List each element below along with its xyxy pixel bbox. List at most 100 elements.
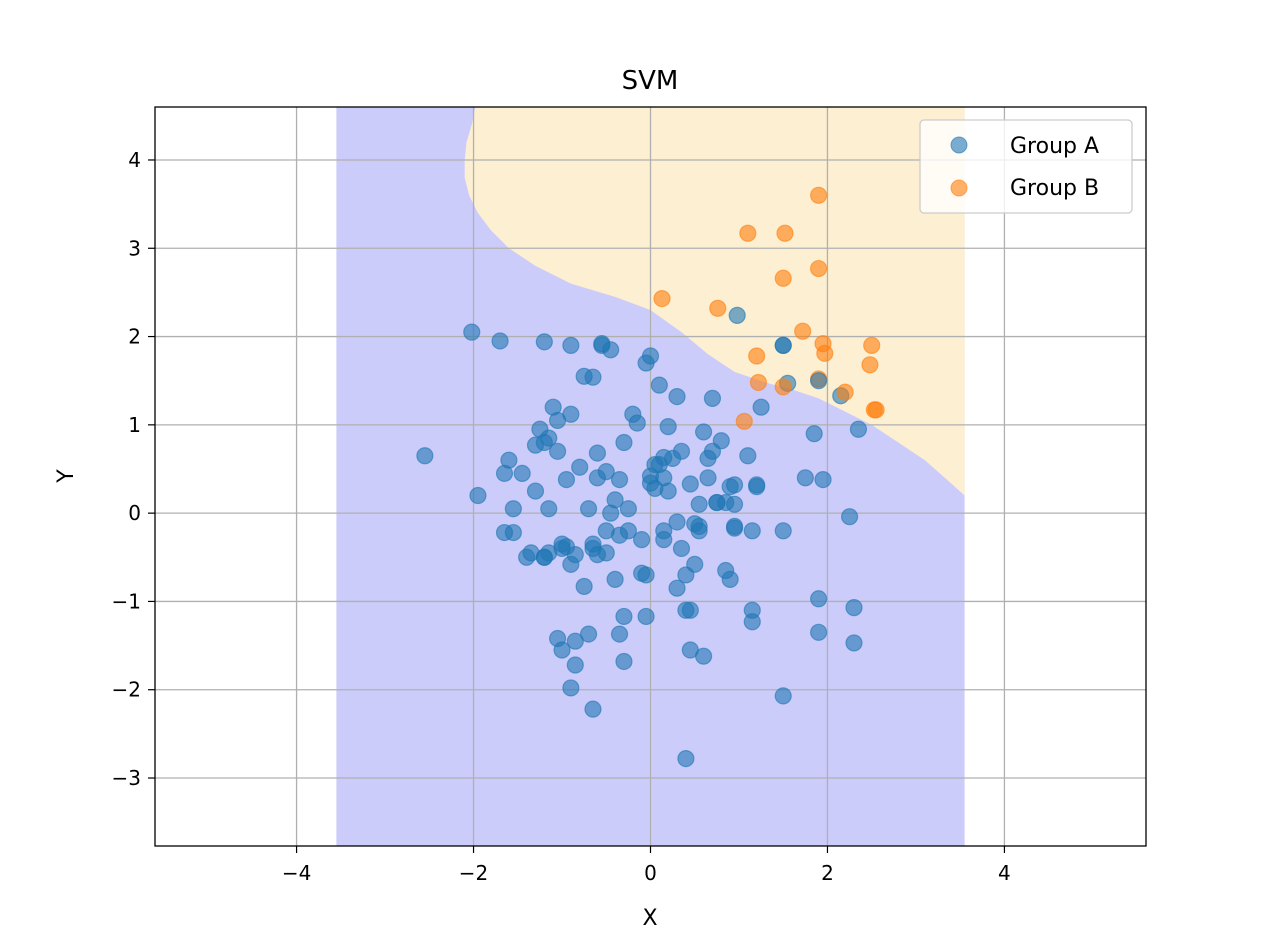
grid-lines [155,107,1146,846]
legend-label-group-b: Group B [1010,176,1099,201]
point-series-0-70 [602,341,620,359]
x-tick-label-4: 4 [998,861,1011,885]
x-axis-label: X [642,906,657,931]
y-tick-label-7: 4 [128,148,141,172]
point-series-1-11 [748,347,766,365]
point-series-0-141 [646,479,664,498]
point-series-0-12 [540,500,558,518]
point-series-0-113 [553,641,571,659]
point-series-0-71 [637,354,655,372]
point-series-1-9 [816,344,834,362]
x-axis-ticks: −4 −2 0 2 4 [282,846,1011,885]
point-series-0-66 [535,333,553,351]
point-series-0-57 [774,522,792,540]
scatter-points [416,186,885,768]
point-series-1-15 [774,378,792,396]
point-series-0-136 [540,429,558,447]
point-series-0-18 [562,336,580,354]
point-series-0-107 [633,531,651,549]
point-series-0-127 [774,687,792,705]
point-series-0-130 [650,455,668,474]
legend-label-group-a: Group A [1010,134,1099,159]
point-series-0-124 [562,679,580,697]
y-tick-label-0: −3 [112,766,141,790]
point-series-0-131 [690,517,708,535]
point-series-0-88 [504,523,522,542]
point-series-0-61 [814,470,832,489]
x-tick-label-0: −4 [282,861,311,885]
point-series-0-56 [752,398,770,416]
point-series-0-92 [615,607,633,626]
point-series-0-63 [840,508,859,526]
point-series-0-5 [495,464,514,483]
point-series-0-78 [810,590,828,608]
point-series-0-120 [694,647,713,665]
point-series-0-79 [526,436,545,454]
point-series-0-106 [597,463,615,481]
point-series-1-19 [865,401,883,419]
point-series-0-132 [725,519,744,537]
point-series-0-99 [725,476,744,494]
point-series-0-109 [668,513,686,531]
point-series-0-126 [677,749,695,768]
point-series-0-116 [610,625,629,643]
point-series-1-2 [776,224,794,242]
point-series-0-36 [650,376,668,394]
x-tick-label-1: −2 [459,861,488,885]
point-series-0-117 [615,652,633,671]
point-series-1-5 [653,289,671,308]
legend-marker-group-a [950,136,968,154]
point-series-0-59 [796,469,814,487]
point-series-0-17 [557,470,576,489]
point-series-0-101 [518,548,536,566]
y-tick-label-5: 2 [128,325,141,349]
legend-marker-group-b [950,179,968,197]
point-series-0-93 [637,607,655,626]
point-series-0-139 [584,368,602,386]
y-tick-label-6: 3 [128,236,141,260]
point-series-0-100 [748,476,766,494]
point-series-0-137 [721,570,739,588]
point-series-0-135 [562,555,580,573]
point-series-2-1 [774,336,792,354]
point-series-0-41 [672,442,691,460]
legend-box [919,119,1133,214]
point-series-1-10 [863,336,881,354]
point-series-0-123 [845,634,863,652]
point-series-2-0 [728,306,746,324]
point-series-0-46 [694,423,713,441]
point-series-0-98 [708,493,726,512]
point-series-0-53 [739,447,757,465]
point-series-1-4 [774,269,792,287]
chart-title: SVM [622,66,679,96]
point-series-0-60 [805,425,823,443]
point-series-0-65 [849,420,868,438]
y-tick-label-4: 1 [128,413,141,437]
point-series-0-110 [690,495,708,513]
point-series-0-68 [562,405,580,423]
point-series-0-28 [615,433,633,452]
point-series-0-133 [743,601,761,619]
point-series-0-74 [668,579,686,597]
point-series-0-134 [575,577,593,596]
point-series-1-3 [810,259,828,278]
y-tick-label-2: −1 [112,589,141,613]
point-series-0-114 [566,656,584,674]
point-series-1-0 [810,186,828,204]
point-series-1-12 [861,356,879,374]
point-series-0-54 [743,522,761,540]
point-series-0-129 [597,522,615,540]
point-series-0-83 [619,500,637,518]
point-series-0-48 [703,389,722,407]
x-tick-label-3: 2 [821,861,834,885]
point-series-0-138 [610,470,629,489]
point-series-0-102 [535,548,553,566]
point-series-0-40 [668,387,686,406]
point-series-0-19 [566,632,584,650]
y-tick-label-1: −2 [112,678,141,702]
point-series-1-17 [735,412,753,430]
point-series-0-82 [606,570,624,588]
point-series-1-7 [794,322,812,340]
point-series-0-115 [579,625,598,643]
